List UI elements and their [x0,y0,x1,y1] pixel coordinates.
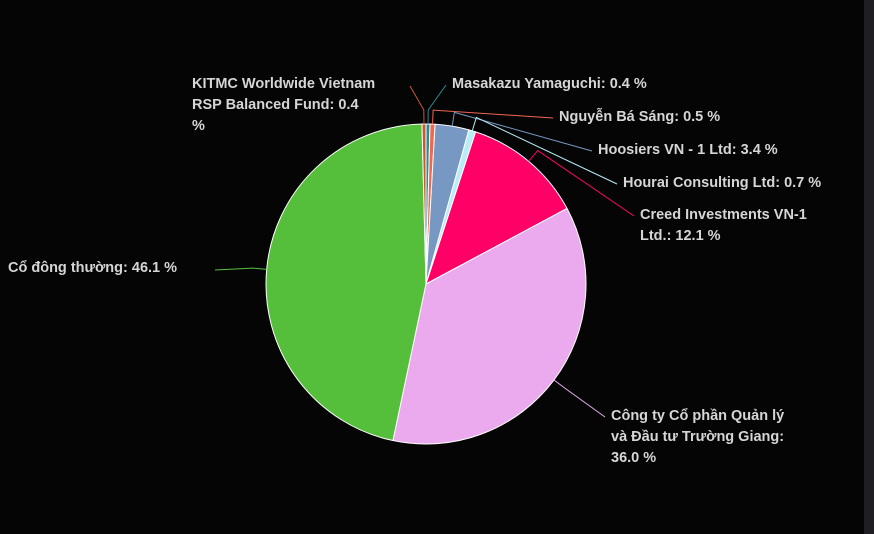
pie-slice[interactable] [421,123,427,285]
label-connector [451,111,593,152]
label-connector [432,109,554,125]
label-connector [471,116,618,185]
data-label: KITMC Worldwide Vietnam RSP Balanced Fund… [192,74,375,137]
label-connector [553,379,606,418]
pie-slices [265,123,587,445]
label-connectors [214,84,635,418]
data-label-line: Nguyễn Bá Sáng: 0.5 % [559,109,721,125]
label-connector [427,84,447,125]
data-label-line: RSP Balanced Fund: 0.4 [192,97,359,113]
data-label-line: Cổ đông thường: 46.1 % [8,260,178,276]
data-label: Masakazu Yamaguchi: 0.4 % [452,74,647,95]
data-label-line: Ltd.: 12.1 % [640,228,721,244]
data-label: Hourai Consulting Ltd: 0.7 % [623,173,821,194]
label-connector [409,85,425,125]
data-label-line: Hourai Consulting Ltd: 0.7 % [623,175,822,191]
label-connector [214,267,267,271]
data-label-line: và Đầu tư Trường Giang: [611,429,785,445]
data-label: Công ty Cổ phần Quản lý và Đầu tư Trường … [611,406,784,469]
pie-slice[interactable] [265,123,427,442]
data-label: Cổ đông thường: 46.1 % [8,258,177,279]
label-connector [528,149,635,217]
data-label: Nguyễn Bá Sáng: 0.5 % [559,107,720,128]
data-label-line: Công ty Cổ phần Quản lý [611,408,785,424]
data-label-line: KITMC Worldwide Vietnam [192,76,376,92]
data-label-line: % [192,118,205,134]
pie-slice[interactable] [392,207,587,445]
data-label-line: Hoosiers VN - 1 Ltd: 3.4 % [598,142,778,158]
data-label-line: Masakazu Yamaguchi: 0.4 % [452,76,647,92]
scrollbar-edge [864,0,874,534]
data-label: Creed Investments VN-1 Ltd.: 12.1 % [640,205,807,247]
data-label-line: 36.0 % [611,450,657,466]
data-label-line: Creed Investments VN-1 [640,207,807,223]
data-label: Hoosiers VN - 1 Ltd: 3.4 % [598,140,778,161]
